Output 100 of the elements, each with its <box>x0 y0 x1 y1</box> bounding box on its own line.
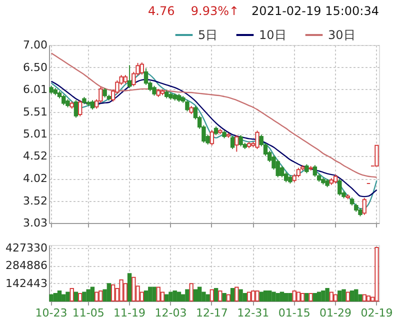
text: 4.76 <box>148 4 175 18</box>
bar <box>94 292 99 302</box>
x-tick-label: 01-29 <box>320 306 352 320</box>
bar <box>226 294 231 302</box>
candlestick <box>74 100 78 118</box>
bar <box>53 293 58 302</box>
bar <box>321 290 326 302</box>
candlestick <box>140 62 144 76</box>
line-series <box>50 52 378 178</box>
candlestick <box>276 159 280 178</box>
bar <box>185 289 190 302</box>
bar <box>234 286 239 302</box>
bar <box>119 279 124 302</box>
legend-label: 5日 <box>198 28 218 42</box>
candlestick <box>210 130 214 146</box>
bar <box>127 273 132 302</box>
bar <box>206 294 210 302</box>
bar <box>255 290 260 302</box>
y-tick-label: 7.00 <box>23 38 48 52</box>
bar <box>362 294 366 302</box>
bar <box>168 292 173 302</box>
x-tick-label: 12-03 <box>154 306 187 320</box>
x-tick-label: 10-23 <box>35 306 68 320</box>
bar <box>263 290 268 302</box>
bar <box>300 293 305 302</box>
x-tick-label: 11-05 <box>72 306 104 320</box>
candlestick <box>152 85 156 96</box>
bar <box>354 289 358 302</box>
x-tick-label: 12-17 <box>196 306 228 320</box>
y-tick-label: 3.52 <box>23 194 48 208</box>
bar <box>148 286 152 302</box>
bar <box>292 290 296 302</box>
candlestick <box>78 100 82 117</box>
bar <box>338 290 342 302</box>
bar <box>272 292 276 302</box>
bar <box>296 292 301 302</box>
bar <box>123 283 128 302</box>
legend-label: 10日 <box>259 28 286 42</box>
bar <box>78 293 82 302</box>
bar <box>189 283 194 302</box>
x-tick-label: 02-19 <box>360 306 393 320</box>
bar <box>132 276 136 302</box>
bar <box>66 292 70 302</box>
y-tick-label: 5.01 <box>23 128 48 141</box>
bar <box>193 289 198 302</box>
candlestick <box>255 130 260 150</box>
bar <box>222 293 226 302</box>
x-tick-label: 11-19 <box>114 306 146 320</box>
bar <box>197 286 202 302</box>
candlestick <box>234 134 239 152</box>
y-tick-label: 3.03 <box>23 216 48 230</box>
legend-label: 30日 <box>328 28 356 42</box>
y-tick-label: 4.52 <box>23 150 48 163</box>
candlestick <box>230 136 235 150</box>
y-tick-label: 6.01 <box>23 82 48 96</box>
y-tick-label: 427330 <box>6 241 48 254</box>
bar <box>312 293 318 302</box>
candlestick <box>296 167 301 178</box>
candlestick <box>374 144 379 167</box>
bar <box>110 284 116 302</box>
text: 2021-02-19 15:00:34 <box>252 4 379 18</box>
candlestick <box>62 94 66 106</box>
text: 9.93%↑ <box>190 4 240 18</box>
bar <box>350 290 354 302</box>
candlestick <box>238 134 243 147</box>
bar <box>246 292 252 302</box>
bar <box>218 290 222 302</box>
x-tick-label: 12-31 <box>237 306 270 320</box>
bar <box>346 292 350 302</box>
bar <box>144 290 148 302</box>
bar <box>164 294 169 302</box>
bar <box>106 283 112 302</box>
candlestick <box>90 100 95 110</box>
bar <box>308 293 313 302</box>
x-tick-label: 01-15 <box>278 306 310 320</box>
candlestick <box>102 88 107 98</box>
candlestick <box>338 178 342 196</box>
y-tick-label: 4.02 <box>23 172 48 186</box>
bar <box>333 294 338 302</box>
bar <box>62 294 66 302</box>
bar <box>284 293 288 302</box>
bar <box>251 290 256 302</box>
bar <box>49 294 54 302</box>
bar <box>238 289 243 302</box>
bar <box>156 286 160 302</box>
candlestick <box>127 64 132 89</box>
bar <box>329 292 334 302</box>
bar <box>152 286 156 302</box>
bar <box>210 289 214 302</box>
bar <box>316 292 322 302</box>
bar <box>70 288 74 302</box>
bar <box>242 293 247 302</box>
bar <box>366 296 371 302</box>
bar <box>288 293 292 302</box>
y-tick-label: 5.51 <box>23 105 48 118</box>
bar <box>82 292 86 302</box>
candlestick <box>362 197 366 216</box>
y-tick-label: 284886 <box>6 259 48 272</box>
bar <box>325 288 330 302</box>
bar <box>176 292 182 302</box>
